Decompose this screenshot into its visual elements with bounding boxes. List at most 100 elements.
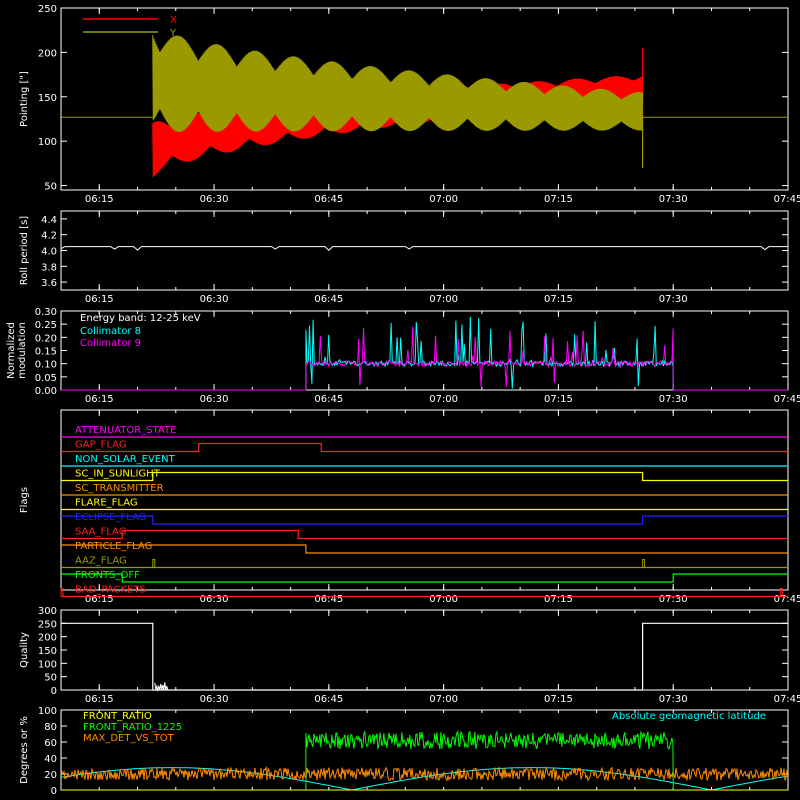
ratios-series-max-det-vs-tot xyxy=(60,765,789,782)
modulation-ytick-label-6: 0.30 xyxy=(35,307,57,318)
flags-ylabel: Flags xyxy=(19,487,30,513)
ratios-ylabel: Degrees or % xyxy=(19,716,30,784)
modulation-ylabel: Normalized xyxy=(6,322,17,379)
flag-line-particle-flag xyxy=(61,544,788,554)
ratios-ytick-label-4: 80 xyxy=(44,722,57,733)
ratios-ytick-label-1: 20 xyxy=(44,770,57,781)
flag-label-particle-flag: PARTICLE_FLAG xyxy=(75,541,152,552)
ratios-ytick-label-0: 0 xyxy=(51,786,57,797)
roll-xtick-label-2: 06:45 xyxy=(314,294,343,305)
flags-xtick-label-5: 07:30 xyxy=(659,594,688,605)
roll-ytick-label-3: 4.2 xyxy=(41,231,57,242)
modulation-ytick-label-2: 0.10 xyxy=(35,360,57,371)
quality-xtick-label-6: 07:45 xyxy=(774,694,800,705)
roll-ytick-label-0: 3.6 xyxy=(41,278,57,289)
modulation-ytick-label-4: 0.20 xyxy=(35,333,57,344)
roll-ytick-label-4: 4.4 xyxy=(41,215,57,226)
modulation-series-2 xyxy=(61,326,788,391)
modulation-xtick-label-4: 07:15 xyxy=(544,394,573,405)
flag-line-fronts-off xyxy=(61,573,788,583)
flags-xtick-label-2: 06:45 xyxy=(314,594,343,605)
flag-label-sc-transmitter: SC_TRANSMITTER xyxy=(75,483,164,494)
flag-blip-bad-packets xyxy=(779,588,783,597)
pointing-xtick-label-6: 07:45 xyxy=(774,194,800,205)
pointing-ytick-label-0: 50 xyxy=(44,182,57,193)
ratios-ytick-label-3: 60 xyxy=(44,738,57,749)
flags-xtick-label-1: 06:30 xyxy=(200,594,229,605)
roll-series xyxy=(60,246,788,251)
flag-blip-aaz-flag xyxy=(642,559,646,568)
flag-label-gap-flag: GAP_FLAG xyxy=(75,440,127,451)
ratios-legend-label-3: MAX_DET_VS_TOT xyxy=(83,733,175,744)
modulation-ylabel-2: modulation xyxy=(17,322,28,379)
pointing-xtick-label-0: 06:15 xyxy=(85,194,114,205)
flags-xtick-label-3: 07:00 xyxy=(429,594,458,605)
quality-xtick-label-0: 06:15 xyxy=(85,694,114,705)
flag-line-gap-flag xyxy=(61,442,788,453)
modulation-legend-label-1: Collimator 8 xyxy=(80,326,141,337)
pointing-xtick-label-4: 07:15 xyxy=(544,194,573,205)
flag-label-fronts-off: FRONTS_OFF xyxy=(75,570,140,581)
pointing-xtick-label-5: 07:30 xyxy=(659,194,688,205)
quality-ytick-label-2: 100 xyxy=(38,659,57,670)
flag-blip-bad-packets xyxy=(60,588,64,597)
quality-ytick-label-5: 250 xyxy=(38,619,57,630)
pointing-ytick-label-1: 100 xyxy=(38,137,57,148)
pointing-legend-label-y: Y xyxy=(169,28,177,39)
flag-label-sc-in-sunlight: SC_IN_SUNLIGHT xyxy=(75,469,161,480)
pointing-legend-label-x: X xyxy=(170,15,177,26)
modulation-legend-title: Energy band: 12-25 keV xyxy=(80,313,201,324)
modulation-ytick-label-1: 0.05 xyxy=(35,373,57,384)
quality-xtick-label-2: 06:45 xyxy=(314,694,343,705)
roll-xtick-label-1: 06:30 xyxy=(200,294,229,305)
pointing-xtick-label-3: 07:00 xyxy=(429,194,458,205)
pointing-ylabel: Pointing ["] xyxy=(19,71,30,127)
quality-series xyxy=(61,622,788,691)
quality-ytick-label-6: 300 xyxy=(38,606,57,617)
flag-line-eclipse-flag xyxy=(61,515,788,525)
quality-xtick-label-4: 07:15 xyxy=(544,694,573,705)
roll-xtick-label-3: 07:00 xyxy=(429,294,458,305)
ratios-ytick-label-2: 40 xyxy=(44,754,57,765)
flag-blip-aaz-flag xyxy=(152,559,156,568)
quality-noise xyxy=(154,682,169,692)
flag-line-sc-in-sunlight xyxy=(61,471,788,482)
flag-label-attenuator-state: ATTENUATOR_STATE xyxy=(75,425,176,436)
pointing-series-y xyxy=(152,35,644,133)
ratios-series-geomagnetic-latitude xyxy=(60,767,789,791)
modulation-legend-label-2: Collimator 9 xyxy=(80,338,141,349)
modulation-xtick-label-5: 07:30 xyxy=(659,394,688,405)
roll-xtick-label-0: 06:15 xyxy=(85,294,114,305)
quality-xtick-label-1: 06:30 xyxy=(200,694,229,705)
pointing-xtick-label-1: 06:30 xyxy=(200,194,229,205)
pointing-xtick-label-2: 06:45 xyxy=(314,194,343,205)
flag-label-saa-flag: SAA_FLAG xyxy=(75,527,126,538)
quality-ytick-label-3: 150 xyxy=(38,646,57,657)
flag-label-bad-packets: BAD_PACKETS xyxy=(75,585,146,596)
quality-ytick-label-0: 0 xyxy=(51,686,57,697)
flags-xtick-label-4: 07:15 xyxy=(544,594,573,605)
pointing-ytick-label-2: 150 xyxy=(38,93,57,104)
quality-ytick-label-1: 50 xyxy=(44,673,57,684)
ratios-ytick-label-5: 100 xyxy=(38,706,57,717)
modulation-ytick-label-0: 0.00 xyxy=(35,386,57,397)
modulation-xtick-label-0: 06:15 xyxy=(85,394,114,405)
flag-label-eclipse-flag: ECLIPSE_FLAG xyxy=(75,512,146,523)
modulation-series-1 xyxy=(61,316,788,391)
roll-ylabel: Roll period [s] xyxy=(19,216,30,285)
roll-ytick-label-2: 4.0 xyxy=(41,247,57,258)
roll-xtick-label-5: 07:30 xyxy=(659,294,688,305)
flags-xtick-label-0: 06:15 xyxy=(85,594,114,605)
ratios-legend-label-2: FRONT_RATIO_1225 xyxy=(83,722,182,733)
ratios-legend-label-1: FRONT_RATIO xyxy=(83,711,152,722)
modulation-xtick-label-3: 07:00 xyxy=(429,394,458,405)
flag-line-saa-flag xyxy=(61,529,788,540)
modulation-xtick-label-2: 06:45 xyxy=(314,394,343,405)
quality-ytick-label-4: 200 xyxy=(38,633,57,644)
flags-xtick-label-6: 07:45 xyxy=(774,594,800,605)
flag-label-non-solar-event: NON_SOLAR_EVENT xyxy=(75,454,176,465)
modulation-ytick-label-5: 0.25 xyxy=(35,320,57,331)
ratios-annotation: Absolute geomagnetic latitude xyxy=(612,711,766,722)
quality-frame xyxy=(60,609,789,691)
